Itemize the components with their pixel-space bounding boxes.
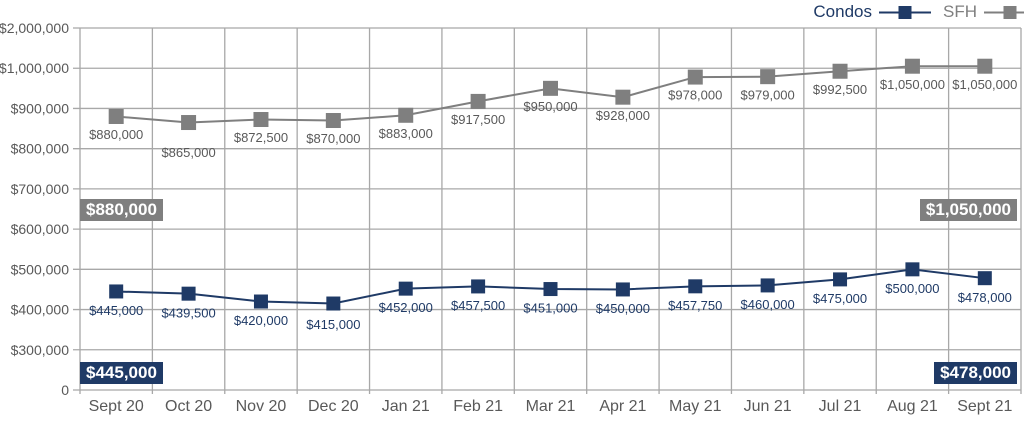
svg-text:$872,500: $872,500 <box>234 130 288 145</box>
svg-text:$992,500: $992,500 <box>813 82 867 97</box>
svg-text:$900,000: $900,000 <box>11 100 70 116</box>
callout-sfh-end-value: $1,050,000 <box>919 199 1017 221</box>
legend-label-condos: Condos <box>813 2 872 21</box>
svg-text:$300,000: $300,000 <box>11 342 70 358</box>
svg-text:$478,000: $478,000 <box>958 290 1012 305</box>
svg-text:Sept 21: Sept 21 <box>957 398 1012 415</box>
svg-text:May 21: May 21 <box>669 398 722 415</box>
svg-text:$928,000: $928,000 <box>596 108 650 123</box>
svg-text:Jun 21: Jun 21 <box>744 398 792 415</box>
svg-text:$450,000: $450,000 <box>596 301 650 316</box>
svg-text:$445,000: $445,000 <box>89 303 143 318</box>
svg-text:$460,000: $460,000 <box>741 297 795 312</box>
svg-text:$978,000: $978,000 <box>668 88 722 103</box>
svg-text:Mar 21: Mar 21 <box>526 398 576 415</box>
svg-text:$475,000: $475,000 <box>813 291 867 306</box>
svg-text:$1,000,000: $1,000,000 <box>0 60 69 76</box>
svg-text:$457,750: $457,750 <box>668 298 722 313</box>
svg-text:$917,500: $917,500 <box>451 112 505 127</box>
svg-text:0: 0 <box>61 382 69 398</box>
svg-text:$979,000: $979,000 <box>741 87 795 102</box>
svg-text:$500,000: $500,000 <box>11 261 70 277</box>
svg-text:$883,000: $883,000 <box>379 126 433 141</box>
svg-text:$420,000: $420,000 <box>234 313 288 328</box>
svg-text:Dec 20: Dec 20 <box>308 398 359 415</box>
sfh-line-marker-icon <box>984 5 1024 20</box>
svg-text:$700,000: $700,000 <box>11 181 70 197</box>
svg-text:Nov 20: Nov 20 <box>236 398 287 415</box>
chart-legend: Condos SFH <box>813 2 1024 22</box>
svg-text:$500,000: $500,000 <box>885 281 939 296</box>
svg-text:$400,000: $400,000 <box>11 302 70 318</box>
svg-text:Aug 21: Aug 21 <box>887 398 938 415</box>
callout-condos-end-value: $478,000 <box>934 362 1017 384</box>
svg-text:Oct 20: Oct 20 <box>165 398 212 415</box>
legend-item-condos: Condos <box>813 2 931 22</box>
svg-text:$451,000: $451,000 <box>523 301 577 316</box>
legend-label-sfh: SFH <box>943 2 977 21</box>
svg-text:Jul 21: Jul 21 <box>819 398 862 415</box>
svg-text:$439,500: $439,500 <box>161 305 215 320</box>
svg-text:Jan 21: Jan 21 <box>382 398 430 415</box>
callout-condos-start-value: $445,000 <box>80 362 163 384</box>
svg-text:$950,000: $950,000 <box>523 99 577 114</box>
condos-line-marker-icon <box>879 5 931 20</box>
callout-sfh-start-value: $880,000 <box>80 199 163 221</box>
svg-text:$452,000: $452,000 <box>379 300 433 315</box>
legend-item-sfh: SFH <box>943 2 1024 22</box>
svg-text:$600,000: $600,000 <box>11 221 70 237</box>
svg-text:$415,000: $415,000 <box>306 317 360 332</box>
svg-text:Sept 20: Sept 20 <box>89 398 144 415</box>
svg-text:$1,050,000: $1,050,000 <box>880 77 945 92</box>
svg-text:$865,000: $865,000 <box>161 145 215 160</box>
svg-text:$870,000: $870,000 <box>306 131 360 146</box>
svg-text:Apr 21: Apr 21 <box>599 398 646 415</box>
svg-text:$880,000: $880,000 <box>89 127 143 142</box>
svg-text:$800,000: $800,000 <box>11 141 70 157</box>
svg-text:Feb 21: Feb 21 <box>453 398 503 415</box>
svg-text:$2,000,000: $2,000,000 <box>0 20 69 36</box>
svg-text:$457,500: $457,500 <box>451 298 505 313</box>
svg-text:$1,050,000: $1,050,000 <box>952 77 1017 92</box>
